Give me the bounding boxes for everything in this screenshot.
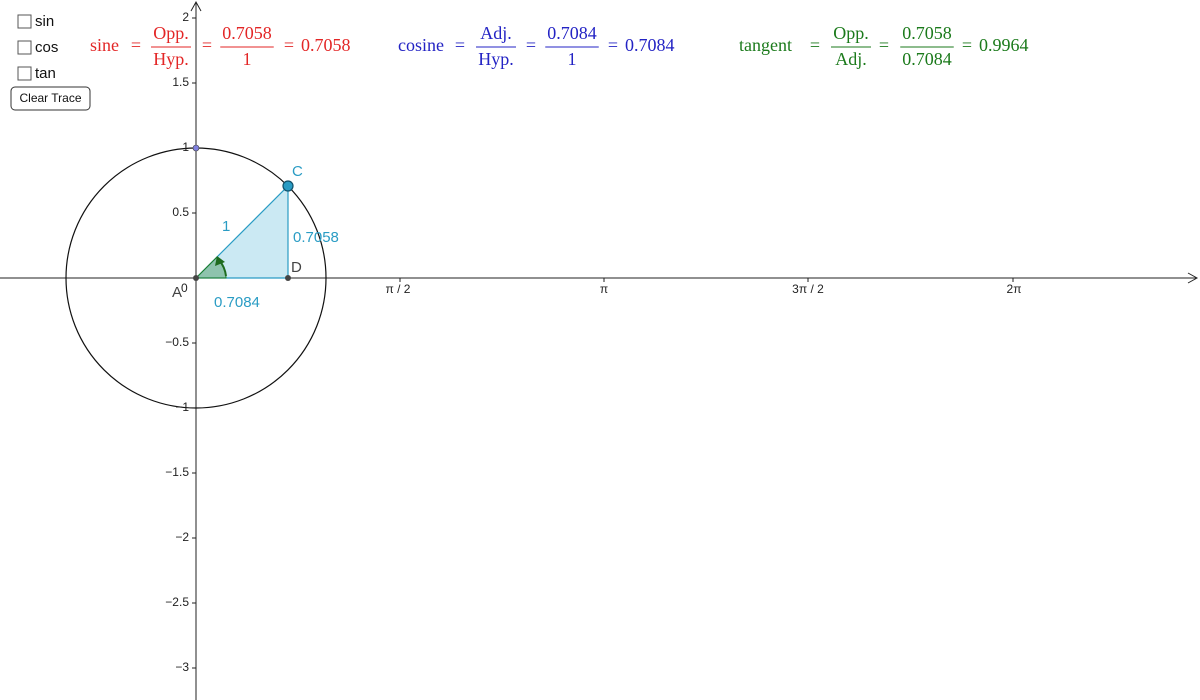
point-label: A	[172, 284, 182, 301]
numerator: Opp.	[153, 23, 189, 43]
numerator: 0.7084	[547, 23, 597, 43]
y-tick-label: −0.5	[165, 335, 189, 349]
point-label: C	[292, 163, 303, 180]
denominator: Hyp.	[153, 49, 189, 69]
y-ticks	[192, 17, 196, 669]
y-tick-label: 1.5	[172, 75, 189, 89]
equals: =	[131, 35, 141, 55]
checkbox[interactable]	[17, 14, 32, 29]
y-tick-label: 1	[182, 140, 189, 154]
equals: =	[202, 35, 212, 55]
checkbox-label[interactable]: sin	[35, 13, 54, 30]
denominator: 1	[568, 49, 577, 69]
formula-name: sine	[90, 35, 119, 55]
equals: =	[608, 35, 618, 55]
checkbox-group: sin cos tan	[17, 13, 58, 82]
segment-label: 0.7084	[214, 294, 260, 311]
formula-name: tangent	[739, 35, 792, 55]
origin-label: 0	[181, 281, 188, 295]
numerator: Opp.	[833, 23, 869, 43]
point-top	[192, 144, 200, 152]
y-tick-label: −1	[175, 400, 189, 414]
button-label[interactable]: Clear Trace	[19, 91, 81, 105]
clear-trace-button[interactable]	[10, 86, 91, 111]
checkbox-label[interactable]: tan	[35, 65, 56, 82]
x-tick-label: 3π / 2	[792, 282, 824, 296]
equals: =	[810, 35, 820, 55]
checkbox-label[interactable]: cos	[35, 39, 58, 56]
point-c[interactable]	[282, 180, 294, 192]
equals: =	[526, 35, 536, 55]
denominator: 0.7084	[902, 49, 952, 69]
result: 0.7084	[625, 35, 675, 55]
numerator: Adj.	[480, 23, 512, 43]
numerator: 0.7058	[222, 23, 272, 43]
equals: =	[284, 35, 294, 55]
x-axis-arrow	[1187, 272, 1199, 284]
x-ticks	[399, 278, 1014, 282]
formula-name: cosine	[398, 35, 444, 55]
x-tick-label: π	[600, 282, 608, 296]
equals: =	[455, 35, 465, 55]
y-tick-label: 0.5	[172, 205, 189, 219]
denominator: 1	[243, 49, 252, 69]
x-tick-label: 2π	[1007, 282, 1022, 296]
result: 0.7058	[301, 35, 351, 55]
point-label: D	[291, 259, 302, 276]
x-tick-label: π / 2	[386, 282, 411, 296]
numerator: 0.7058	[902, 23, 952, 43]
result: 0.9964	[979, 35, 1029, 55]
equals: =	[879, 35, 889, 55]
y-axis-arrow	[190, 0, 202, 12]
point-a	[193, 275, 199, 281]
equals: =	[962, 35, 972, 55]
segment-label: 0.7058	[293, 229, 339, 246]
y-tick-label: −1.5	[165, 465, 189, 479]
point-d	[285, 275, 291, 281]
segment-label: 1	[222, 218, 230, 235]
y-tick-label: −3	[175, 660, 189, 674]
triangle	[194, 184, 289, 279]
y-tick-label: 2	[182, 10, 189, 24]
denominator: Hyp.	[478, 49, 514, 69]
checkbox[interactable]	[17, 66, 32, 81]
angle-arrow	[215, 256, 225, 266]
denominator: Adj.	[835, 49, 867, 69]
y-tick-label: −2.5	[165, 595, 189, 609]
y-tick-label: −2	[175, 530, 189, 544]
checkbox[interactable]	[17, 40, 32, 55]
